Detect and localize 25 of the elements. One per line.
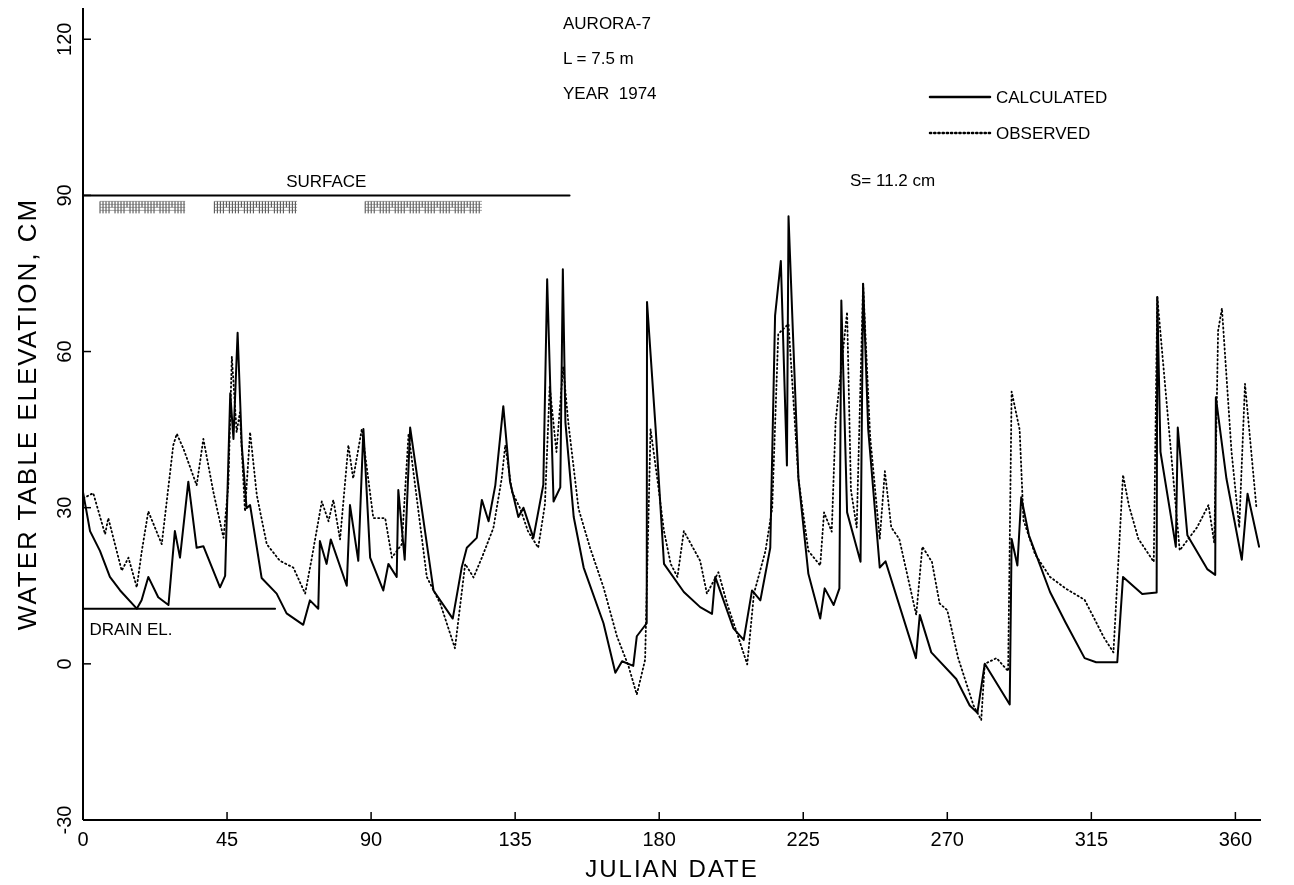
x-tick-label: 45 [215,828,239,850]
annotation: L = 7.5 m [563,49,634,68]
annotation: DRAIN EL. [89,619,173,639]
x-tick-label: 90 [359,828,383,850]
legend-label: CALCULATED [996,88,1108,107]
x-axis-title: JULIAN DATE [585,855,759,882]
annotation: AURORA-7 [563,14,651,33]
legend-label: OBSERVED [996,124,1091,143]
y-tick-label: -30 [53,805,75,835]
x-tick-label: 0 [77,828,89,850]
x-tick-label: 270 [930,828,964,850]
x-tick-label: 180 [642,828,676,850]
x-tick-label: 360 [1218,828,1253,850]
annotation: S= 11.2 cm [850,171,936,190]
y-tick-label: 120 [53,22,75,56]
x-tick-label: 225 [786,828,820,850]
y-tick-label: 30 [53,496,75,519]
x-tick-label: 135 [498,828,532,850]
annotation: SURFACE [286,172,367,192]
y-tick-label: 90 [53,184,75,207]
y-tick-label: 0 [53,658,75,670]
y-tick-label: 60 [53,340,75,363]
y-axis-title: WATER TABLE ELEVATION, CM [12,197,42,631]
annotation: YEAR 1974 [563,84,657,103]
x-tick-label: 315 [1074,828,1109,850]
